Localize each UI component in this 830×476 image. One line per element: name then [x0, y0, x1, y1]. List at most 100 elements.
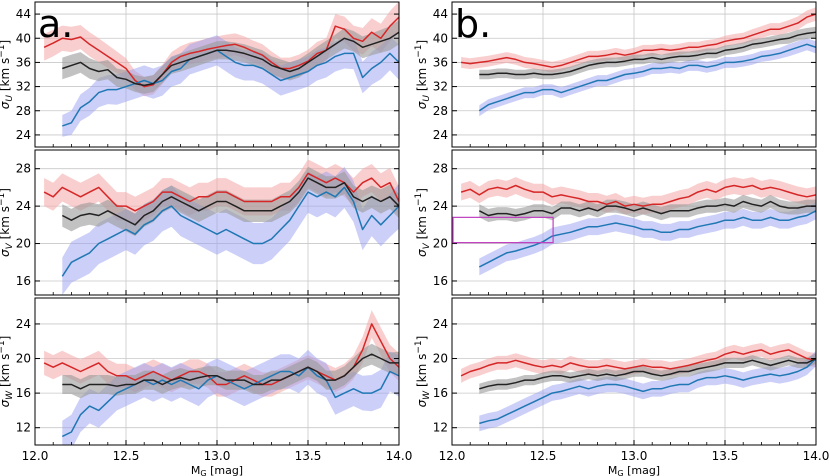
y-label-exponent: −1	[414, 45, 424, 58]
y-label-close: ]	[0, 336, 12, 341]
y-tick-label: 28	[433, 104, 448, 118]
y-tick-label: 32	[16, 80, 31, 94]
y-label-sigma: σ	[415, 249, 429, 257]
y-label-close: ]	[0, 40, 12, 45]
y-label-subscript: V	[422, 242, 432, 249]
line-red	[460, 349, 816, 377]
line-red	[461, 13, 816, 68]
y-label-sigma: σ	[415, 399, 429, 407]
y-label-exponent: −1	[0, 45, 7, 58]
y-axis-label: σW [km s−1]	[0, 336, 15, 408]
y-label-sigma: σ	[0, 399, 12, 407]
line-black	[61, 177, 399, 226]
lines	[43, 323, 399, 438]
y-axis-label: σV [km s−1]	[414, 188, 432, 257]
line-red	[43, 172, 399, 212]
y-tick-label: 12	[16, 421, 31, 435]
x-label-unit: [mag]	[207, 464, 244, 476]
y-tick-label: 36	[16, 55, 31, 69]
y-tick-label: 24	[16, 199, 31, 213]
y-axis-label: σV [km s−1]	[0, 188, 15, 257]
y-tick-label: 40	[433, 31, 448, 45]
y-label-exponent: −1	[0, 340, 7, 353]
y-label-units: [km s	[415, 206, 429, 243]
x-tick-label: 12.5	[530, 449, 557, 463]
lines	[460, 349, 816, 425]
y-label-units: [km s	[415, 354, 429, 391]
y-label-close: ]	[415, 40, 429, 45]
band-black	[62, 166, 399, 237]
y-label-subscript: W	[5, 390, 15, 400]
y-tick-label: 24	[433, 128, 448, 142]
line-blue	[62, 49, 399, 127]
plot-area	[460, 343, 816, 432]
plot-area	[43, 159, 399, 295]
x-label-unit: [mag]	[624, 464, 661, 476]
band-black	[62, 20, 399, 94]
y-tick-label: 12	[433, 421, 448, 435]
y-tick-label: 20	[433, 237, 448, 251]
lines	[461, 13, 816, 112]
x-tick-label: 12.5	[113, 449, 140, 463]
y-tick-label: 28	[433, 162, 448, 176]
lines	[43, 172, 399, 277]
x-tick-label: 13.0	[621, 449, 648, 463]
y-tick-label: 24	[16, 317, 31, 331]
y-tick-label: 20	[16, 352, 31, 366]
band-blue	[479, 350, 816, 432]
line-blue	[478, 43, 816, 112]
y-label-close: ]	[0, 188, 12, 193]
line-black	[62, 31, 399, 87]
x-tick-label: 14.0	[386, 449, 413, 463]
y-label-exponent: −1	[414, 340, 424, 353]
axes-u: 24 28 32 36 40 44 σU [km s−1]	[414, 1, 817, 148]
line-black	[479, 31, 816, 76]
line-blue	[479, 357, 816, 425]
x-tick-label: 12.0	[439, 449, 466, 463]
band-blue	[62, 166, 399, 295]
y-label-units: [km s	[0, 58, 12, 95]
band-black	[62, 343, 399, 399]
y-axis-label: σU [km s−1]	[0, 40, 15, 109]
y-axis-label: σU [km s−1]	[414, 40, 432, 109]
x-tick-label: 12.0	[22, 449, 49, 463]
band-blue	[479, 38, 816, 117]
y-axis-label: σW [km s−1]	[414, 336, 432, 408]
y-label-units: [km s	[0, 206, 12, 243]
x-tick-label: 14.0	[803, 449, 830, 463]
y-label-subscript: W	[422, 390, 432, 400]
lines	[43, 16, 399, 127]
x-axis-label: MG [mag]	[191, 464, 243, 476]
y-tick-label: 24	[433, 317, 448, 331]
x-label-subscript: G	[617, 469, 623, 476]
y-tick-label: 40	[16, 31, 31, 45]
y-tick-label: 20	[16, 237, 31, 251]
line-blue	[478, 210, 816, 268]
y-tick-label: 28	[16, 162, 31, 176]
y-label-close: ]	[415, 188, 429, 193]
x-tick-label: 13.5	[712, 449, 739, 463]
x-label-main: M	[191, 464, 201, 476]
y-label-exponent: −1	[0, 193, 7, 206]
panel-label: b.	[455, 2, 491, 46]
y-label-sigma: σ	[0, 249, 12, 257]
y-tick-label: 16	[16, 386, 31, 400]
y-label-sigma: σ	[415, 101, 429, 109]
y-label-close: ]	[415, 336, 429, 341]
line-blue	[61, 366, 399, 438]
y-label-subscript: U	[5, 95, 15, 102]
panel-label: a.	[38, 2, 73, 46]
y-label-units: [km s	[0, 354, 12, 391]
plot-area	[460, 177, 816, 276]
y-label-subscript: V	[5, 242, 15, 249]
line-black	[62, 353, 399, 390]
plot-area	[43, 310, 399, 445]
axes-u: 24 28 32 36 40 44 σU [km s−1]	[0, 1, 400, 148]
x-label-main: M	[608, 464, 618, 476]
